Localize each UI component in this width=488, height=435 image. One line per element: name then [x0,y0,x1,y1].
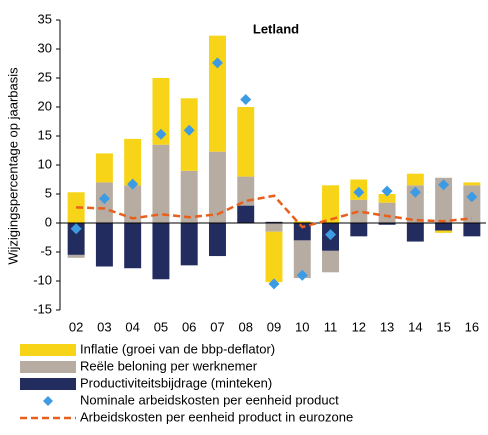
bar [435,230,453,233]
x-tick-label: 11 [324,319,338,334]
y-tick-label: 35 [38,11,52,26]
bar [124,138,142,186]
y-tick-label: 20 [38,98,52,113]
y-tick-label: 5 [45,185,52,200]
x-tick-label: 16 [465,319,479,334]
y-tick-label: 15 [38,127,52,142]
x-tick-label: 15 [436,319,450,334]
diamond-marker [325,229,337,241]
legend-label: Productiviteitsbijdrage (minteken) [80,375,272,390]
bar [208,35,226,152]
x-tick-label: 12 [352,319,366,334]
diamond-marker [353,186,365,198]
bar [124,185,142,223]
legend-swatch [20,361,76,373]
legend-label: Inflatie (groei van de bbp-deflator) [80,341,275,356]
bar [237,176,255,206]
bar [406,223,424,242]
bar [406,185,424,223]
y-tick-label: -10 [33,272,52,287]
legend-label: Arbeidskosten per eenheid product in eur… [80,409,353,424]
diamond-marker [127,178,139,190]
y-tick-label: 25 [38,69,52,84]
bar [463,182,481,186]
x-tick-label: 09 [267,319,281,334]
bar [406,173,424,186]
bar [265,231,283,283]
diamond-marker [409,186,421,198]
diamond-marker [98,193,110,205]
y-tick-label: 10 [38,156,52,171]
bar [293,223,311,241]
bar [322,185,340,223]
bar [378,202,396,223]
x-tick-label: 08 [238,319,252,334]
line-series [76,194,472,229]
bar [67,223,85,255]
bar [322,250,340,273]
y-axis-label: Wijzigingspercentage op jaarbasis [5,67,20,265]
legend-swatch [20,378,76,390]
x-tick-label: 06 [182,319,196,334]
bar [265,223,283,232]
bar [237,205,255,223]
diamond-marker [438,179,450,191]
diamond-marker [466,191,478,203]
x-tick-label: 13 [380,319,394,334]
x-tick-label: 07 [210,319,224,334]
bar [435,177,453,223]
y-tick-label: -5 [40,243,52,258]
x-tick-label: 03 [97,319,111,334]
legend-label: Reële beloning per werknemer [80,358,258,373]
y-tick-label: 30 [38,40,52,55]
diamond-marker [240,93,252,105]
legend-swatch [43,396,53,406]
bar [67,254,85,258]
x-tick-label: 04 [125,319,139,334]
diamond-marker [183,124,195,136]
x-tick-label: 10 [295,319,309,334]
bar [180,223,198,266]
y-tick-label: 0 [45,214,52,229]
legend-label: Nominale arbeidskosten per eenheid produ… [80,392,339,407]
bar [95,153,113,183]
bar [152,144,170,223]
y-tick-label: -15 [33,301,52,316]
diamond-marker [268,278,280,290]
bar [208,151,226,223]
bar [152,78,170,145]
bar [435,223,453,231]
bar [350,223,368,237]
bar [463,223,481,237]
bar [265,221,283,223]
bar [378,194,396,203]
bar [95,223,113,267]
bar [463,185,481,223]
bar [152,223,170,280]
bar [208,223,226,257]
x-tick-label: 05 [154,319,168,334]
x-tick-label: 02 [69,319,83,334]
bar [293,221,311,223]
x-tick-label: 14 [408,319,422,334]
bar [180,170,198,223]
diamond-marker [211,57,223,69]
chart-title: Letland [253,21,299,36]
bar [237,107,255,177]
diamond-marker [70,223,82,235]
bar [378,223,396,225]
bar [293,240,311,279]
diamond-marker [155,128,167,140]
diamond-marker [296,269,308,281]
legend-swatch [20,344,76,356]
bar [350,199,368,223]
diamond-marker [381,185,393,197]
bar [124,223,142,269]
